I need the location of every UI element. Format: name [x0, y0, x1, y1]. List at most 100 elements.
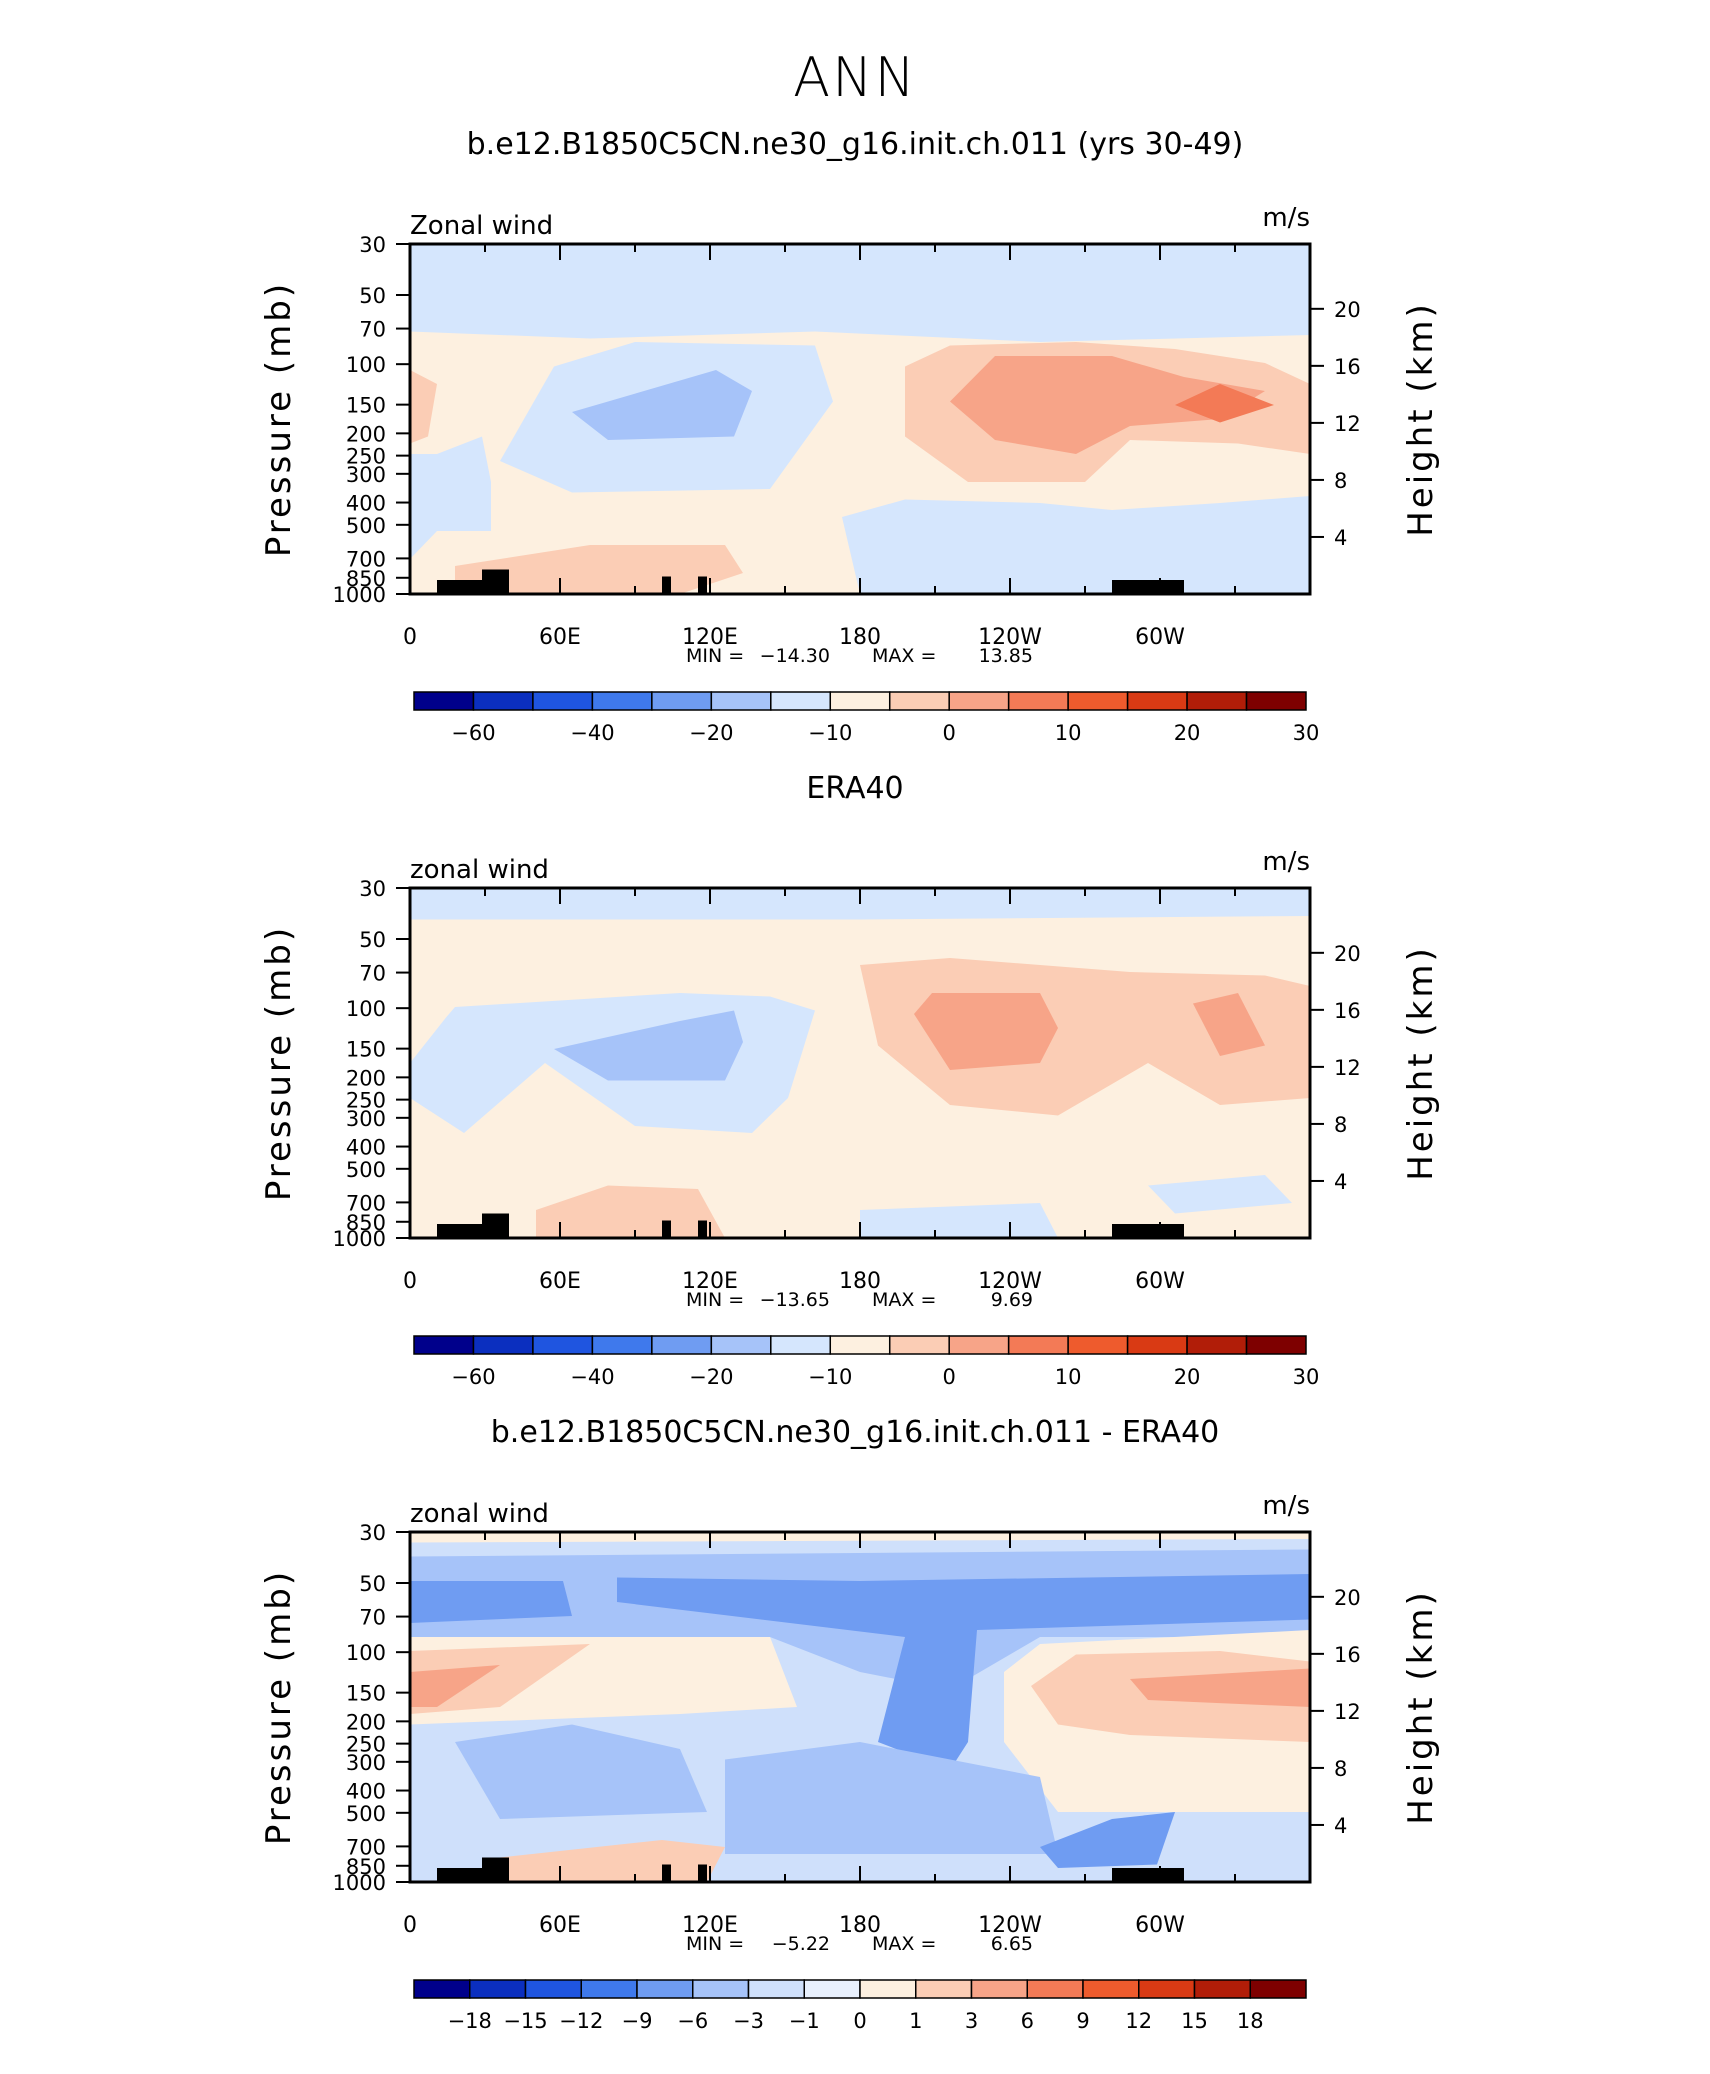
x-tick-label: 60W: [1135, 1913, 1185, 1938]
panel-2: ERA40 zonal wind m/s 0 60E 120E 180 120W 60W 30 50…: [259, 771, 1441, 1389]
height-tick-label: 4: [1334, 1170, 1347, 1194]
variable-label: Zonal wind: [410, 211, 553, 241]
colorbar-label: 10: [1055, 1365, 1082, 1389]
colorbar-swatch: [888, 691, 950, 711]
height-tick-label: 20: [1334, 298, 1361, 322]
x-tick-label: 120W: [978, 1913, 1042, 1938]
colorbar-label: −60: [451, 1365, 495, 1389]
units-label: m/s: [1262, 203, 1310, 233]
colorbar-swatch: [692, 1979, 750, 1999]
colorbar-swatch: [747, 1979, 805, 1999]
contour-field: [410, 888, 1310, 1238]
topography-block: [482, 1857, 509, 1882]
y-tick-label: 50: [359, 928, 386, 952]
y-tick-label: 1000: [333, 1227, 386, 1251]
y-tick-label: 700: [346, 1835, 386, 1859]
colorbar-label: −6: [677, 2009, 708, 2033]
height-tick-label: 12: [1334, 1700, 1361, 1724]
max-label: MAX =: [872, 1289, 936, 1311]
contour-region: [1040, 1812, 1175, 1868]
colorbar-swatch: [970, 1979, 1028, 1999]
colorbar-label: 20: [1174, 1365, 1201, 1389]
x-tick-label: 0: [403, 625, 417, 650]
y-tick-label: 100: [346, 1641, 386, 1665]
contour-region: [410, 244, 1310, 342]
colorbar-swatch: [1026, 1979, 1084, 1999]
colorbar-swatch: [1249, 1979, 1307, 1999]
topography: [437, 1857, 1184, 1882]
y-tick-label: 150: [346, 1682, 386, 1706]
y-tick-label: 250: [346, 445, 386, 469]
height-tick-label: 12: [1334, 412, 1361, 436]
topography-block: [1112, 580, 1184, 594]
contour-region: [860, 1203, 1058, 1238]
colorbar-label: −12: [559, 2009, 603, 2033]
colorbar-swatch: [469, 1979, 527, 1999]
colorbar-label: 10: [1055, 721, 1082, 745]
x-tick-label: 60E: [539, 1913, 581, 1938]
topography-block: [1112, 1868, 1184, 1882]
x-tick-label: 60E: [539, 1269, 581, 1294]
colorbar-swatch: [651, 1335, 713, 1355]
y-tick-label: 400: [346, 492, 386, 516]
colorbar-label: −20: [689, 1365, 733, 1389]
x-tick-label: 180: [839, 1913, 881, 1938]
y-tick-label: 100: [346, 997, 386, 1021]
y-tick-label: 200: [346, 422, 386, 446]
contour-region: [1130, 1668, 1310, 1707]
height-tick-label: 8: [1334, 1113, 1347, 1137]
contour-region: [455, 1724, 707, 1819]
contour-region: [950, 356, 1265, 454]
colorbar-label: 0: [943, 721, 956, 745]
height-tick-label: 8: [1334, 469, 1347, 493]
figure-title: ANN: [793, 46, 917, 109]
y-tick-label: 400: [346, 1136, 386, 1160]
colorbar-swatch: [859, 1979, 917, 1999]
y-tick-label: 70: [359, 962, 386, 986]
height-tick-label: 4: [1334, 1814, 1347, 1838]
y-tick-label: 100: [346, 353, 386, 377]
colorbar-swatch: [829, 1335, 891, 1355]
min-label: MIN =: [686, 645, 744, 667]
colorbar-label: 1: [909, 2009, 922, 2033]
contour-region: [1148, 1175, 1292, 1214]
colorbar-swatch: [948, 1335, 1010, 1355]
colorbar-swatch: [591, 1335, 653, 1355]
colorbar-swatch: [413, 1979, 471, 1999]
colorbar-label: −40: [570, 1365, 614, 1389]
colorbar-label: −3: [733, 2009, 764, 2033]
topography-block: [482, 1213, 509, 1238]
colorbar-label: −18: [448, 2009, 492, 2033]
x-tick-label: 60W: [1135, 1269, 1185, 1294]
colorbar-swatch: [888, 1335, 950, 1355]
colorbar-swatch: [413, 691, 475, 711]
contour-region: [536, 1185, 725, 1238]
height-tick-label: 20: [1334, 942, 1361, 966]
y-right-axis-label: Height (km): [1401, 945, 1441, 1181]
variable-label: zonal wind: [410, 855, 549, 885]
y-tick-label: 300: [346, 1751, 386, 1775]
colorbar: −18 −15 −12 −9 −6 −3 −1 0 1 3 6 9 12 15 18: [413, 1979, 1307, 2033]
topography: [437, 569, 1184, 594]
max-label: MAX =: [872, 1933, 936, 1955]
colorbar-swatch: [1186, 1335, 1248, 1355]
y-tick-label: 700: [346, 1191, 386, 1215]
topography-block: [662, 1220, 671, 1238]
colorbar-swatch: [1193, 1979, 1251, 1999]
max-label: MAX =: [872, 645, 936, 667]
y-tick-label: 150: [346, 1038, 386, 1062]
contour-region: [572, 370, 752, 440]
colorbar-swatch: [532, 691, 594, 711]
colorbar-label: −60: [451, 721, 495, 745]
y-tick-label: 850: [346, 1211, 386, 1235]
colorbar-label: 30: [1293, 1365, 1320, 1389]
contour-region: [617, 1574, 1310, 1770]
y-tick-label: 70: [359, 1606, 386, 1630]
y-tick-label: 850: [346, 567, 386, 591]
colorbar: −60 −40 −20 −10 0 10 20 30: [413, 691, 1319, 745]
colorbar-swatch: [770, 691, 832, 711]
height-tick-label: 16: [1334, 1643, 1361, 1667]
y-tick-label: 300: [346, 463, 386, 487]
contour-region: [410, 1644, 590, 1714]
